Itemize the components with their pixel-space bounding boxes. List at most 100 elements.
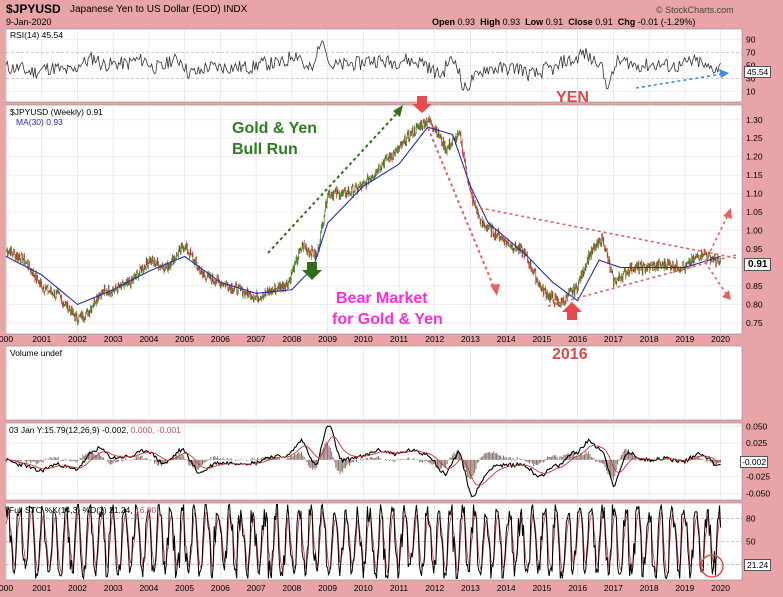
chg-value: -0.01 (-1.29%)	[637, 17, 696, 27]
low-value: 0.91	[545, 17, 564, 27]
macd-signal-line	[5, 436, 721, 486]
breakout-down-head	[722, 290, 731, 300]
bear-annotation-line1: Bear Market	[336, 290, 428, 307]
ohlc-readout: Open 0.93 High 0.93 Low 0.91 Close 0.91 …	[432, 17, 695, 27]
sto-y-tick: 80	[746, 513, 756, 523]
rsi-y-tick: 90	[746, 35, 756, 45]
rsi-arrow-head	[719, 69, 729, 78]
x-tick-label: 2019	[675, 334, 694, 344]
sto-value-tag: 21.24	[744, 559, 772, 571]
sto-circle	[700, 554, 724, 578]
x-tick-label: 2020	[711, 583, 730, 593]
x-tick-label: 2018	[640, 334, 659, 344]
ma-label: MA(30) 0.93	[16, 117, 63, 127]
breakout-up-head	[723, 208, 732, 219]
breakout-up-line	[704, 214, 729, 263]
x-tick-label: 2016	[568, 583, 587, 593]
rsi-series	[5, 40, 721, 91]
price-y-tick: 1.15	[746, 170, 763, 180]
watermark: © StockCharts.com	[656, 5, 734, 15]
open-label: Open	[432, 17, 456, 27]
price-y-tick: 1.00	[746, 226, 763, 236]
bear-annotation-line2: for Gold & Yen	[332, 311, 443, 328]
sto-series	[5, 503, 722, 581]
ma-series	[5, 126, 721, 306]
macd-label-signal: 0.000,	[130, 425, 157, 435]
x-tick-label: 2013	[461, 334, 480, 344]
high-label: High	[480, 17, 501, 27]
macd-panel	[5, 422, 743, 501]
volume-panel	[5, 345, 743, 421]
macd-label-prefix: 03 Jan Y:15.79	[9, 425, 66, 435]
year-2016-annotation: 2016	[552, 346, 588, 363]
x-tick-label: 2009	[318, 583, 337, 593]
price-label: $JPYUSD (Weekly) 0.91	[10, 107, 103, 117]
rsi-value-tag: 45.54	[744, 66, 772, 78]
x-tick-label: 2015	[532, 334, 551, 344]
x-tick-label: 2010	[354, 583, 373, 593]
x-tick-label: 2002	[68, 334, 87, 344]
bull-arrow-head	[393, 105, 403, 117]
bottom-up-arrow	[562, 302, 582, 320]
x-tick-label: 2015	[532, 583, 551, 593]
macd-label-hist: -0.001	[156, 425, 181, 435]
price-y-tick: 0.85	[746, 281, 763, 291]
bull-trend-arrow	[267, 109, 401, 254]
bear-trend-arrow	[427, 127, 496, 291]
x-tick-label: 2012	[425, 334, 444, 344]
x-tick-label: 2007	[247, 334, 266, 344]
x-tick-label: 2006	[211, 583, 230, 593]
x-tick-label: 000	[0, 334, 13, 344]
x-tick-label: 2018	[640, 583, 659, 593]
x-tick-label: 2014	[497, 334, 516, 344]
price-value-tag: 0.91	[744, 258, 772, 271]
price-y-tick: 0.75	[746, 318, 763, 328]
x-tick-label: 2007	[247, 583, 266, 593]
price-y-tick: 1.25	[746, 133, 763, 143]
price-y-tick: 0.95	[746, 244, 763, 254]
triangle-upper-line	[479, 207, 737, 259]
top-down-arrow	[412, 96, 432, 113]
macd-series	[5, 425, 722, 498]
rsi-y-tick: 10	[746, 87, 756, 97]
rsi-trend-arrow	[635, 73, 723, 89]
x-tick-label: 2008	[282, 334, 301, 344]
macd-y-tick: 0.050	[746, 421, 768, 431]
sto-label: Full STO %K(14,3) %D(3) 21.24, 16.90	[9, 505, 156, 515]
low-label: Low	[525, 17, 544, 27]
x-tick-label: 2017	[604, 583, 623, 593]
ma-line	[5, 126, 721, 306]
bull-annotation-line1: Gold & Yen	[232, 120, 318, 137]
rsi-y-tick: 70	[746, 48, 756, 58]
macd-y-tick: -0.025	[746, 472, 770, 482]
x-tick-label: 2004	[139, 334, 158, 344]
macd-y-tick: -0.050	[746, 488, 770, 498]
x-tick-label: 2002	[68, 583, 87, 593]
volume-label: Volume undef	[10, 348, 62, 358]
x-tick-label: 000	[0, 583, 13, 593]
x-tick-label: 2004	[139, 583, 158, 593]
price-panel	[5, 104, 743, 335]
x-tick-label: 2009	[318, 334, 337, 344]
macd-value-tag: -0.002	[740, 456, 769, 468]
symbol-title: $JPYUSD	[6, 2, 61, 16]
x-tick-label: 2003	[104, 334, 123, 344]
sto-k-line	[5, 503, 722, 581]
yen-annotation: YEN	[556, 89, 589, 106]
x-tick-label: 2019	[675, 583, 694, 593]
macd-y-tick: 0.025	[746, 438, 768, 448]
x-tick-label: 2005	[175, 334, 194, 344]
rsi-label: RSI(14) 45.54	[10, 30, 63, 40]
price-y-tick: 1.10	[746, 189, 763, 199]
x-tick-label: 2006	[211, 334, 230, 344]
rsi-line	[5, 40, 721, 91]
chart-date: 9-Jan-2020	[6, 17, 52, 27]
breakout-down-line	[704, 261, 728, 296]
green-up-arrow	[302, 262, 322, 280]
close-value: 0.91	[595, 17, 613, 27]
x-tick-label: 2011	[390, 583, 409, 593]
price-y-tick: 1.05	[746, 207, 763, 217]
axes-labels: 000 000 2001 2001 2002 2002 2003 2003 2004 2004 20…	[0, 35, 770, 594]
